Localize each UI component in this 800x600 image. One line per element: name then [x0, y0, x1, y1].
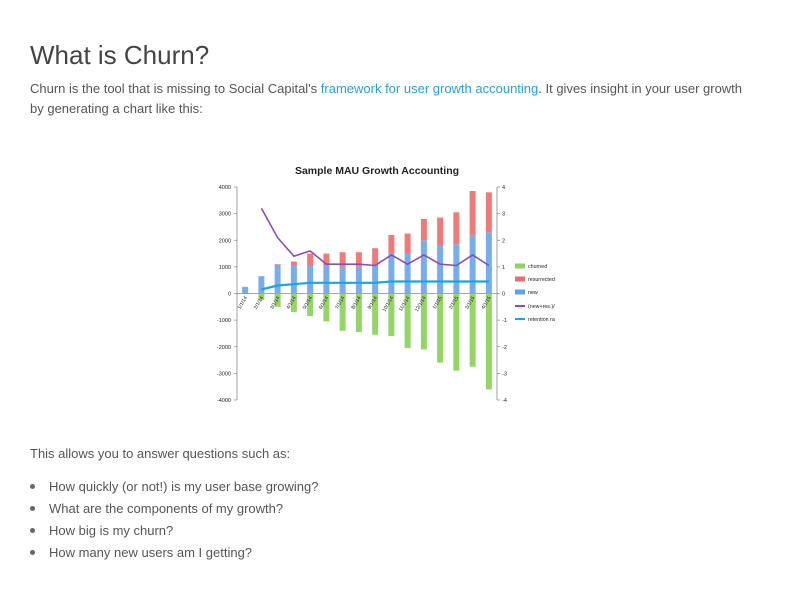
bar-churned: [453, 293, 460, 371]
bar-resurrected: [290, 261, 297, 266]
y2-tick-label: -1: [502, 318, 507, 324]
y-tick-label: 1000: [219, 265, 231, 271]
list-item-text: How big is my churn?: [49, 523, 174, 538]
bar-resurrected: [355, 252, 362, 267]
bar-resurrected: [307, 253, 314, 266]
bar-resurrected: [372, 248, 379, 266]
bar-churned: [290, 293, 297, 313]
list-item: How quickly (or not!) is my user base gr…: [30, 479, 319, 501]
bar-resurrected: [469, 190, 476, 235]
bar-churned: [339, 293, 346, 331]
list-item-text: How quickly (or not!) is my user base gr…: [49, 479, 319, 494]
bar-new: [339, 266, 346, 294]
bar-resurrected: [420, 218, 427, 241]
bar-resurrected: [388, 234, 395, 254]
y2-tick-label: -4: [502, 398, 507, 404]
bar-new: [372, 265, 379, 294]
bar-new: [437, 245, 444, 294]
bar-resurrected: [323, 253, 330, 266]
bar-new: [242, 286, 249, 294]
list-item-text: How many new users am I getting?: [49, 545, 253, 560]
questions-list: How quickly (or not!) is my user base gr…: [30, 479, 319, 567]
y2-tick-label: 4: [502, 185, 505, 191]
y2-tick-label: -3: [502, 371, 507, 377]
bar-new: [453, 244, 460, 294]
y2-tick-label: -2: [502, 345, 507, 351]
questions-intro: This allows you to answer questions such…: [30, 446, 291, 461]
bar-new: [307, 265, 314, 294]
legend-label: new: [528, 290, 538, 296]
x-tick-label: 1/1/14: [237, 295, 249, 310]
y-tick-label: 0: [228, 292, 231, 298]
bullet-icon: [30, 550, 35, 555]
growth-accounting-chart: Sample MAU Growth Accounting 4000 3000 2000…: [203, 155, 555, 410]
bar-resurrected: [453, 212, 460, 245]
y-tick-label: -2000: [217, 345, 231, 351]
legend-swatch: [515, 276, 525, 282]
bar-resurrected: [404, 233, 411, 254]
bar-churned: [258, 293, 265, 301]
legend-label: retention rate: [528, 317, 555, 323]
bullet-icon: [30, 506, 35, 511]
intro-text-before: Churn is the tool that is missing to Soc…: [30, 81, 321, 96]
bar-churned: [355, 293, 362, 333]
bar-churned: [437, 293, 444, 363]
y2-tick-label: 3: [502, 212, 505, 218]
y-tick-label: -3000: [217, 371, 231, 377]
y2-tick-label: 0: [502, 292, 505, 298]
bar-new: [323, 265, 330, 294]
chart-title: Sample MAU Growth Accounting: [295, 165, 459, 177]
bar-resurrected: [485, 192, 492, 233]
y-tick-label: -1000: [217, 318, 231, 324]
bar-new: [469, 234, 476, 294]
x-tick-label: 2/1/14: [253, 295, 265, 310]
intro-text-after: . It gives insight in your user growth b…: [30, 81, 743, 116]
bar-new: [420, 240, 427, 294]
y-tick-label: 3000: [219, 212, 231, 218]
legend-swatch: [515, 263, 525, 269]
intro-paragraph: Churn is the tool that is missing to Soc…: [30, 79, 750, 119]
y2-tick-label: 1: [502, 265, 505, 271]
page-title: What is Churn?: [30, 40, 210, 70]
bullet-icon: [30, 528, 35, 533]
legend-swatch: [515, 289, 525, 295]
bar-resurrected: [437, 217, 444, 246]
bar-new: [258, 276, 265, 294]
y-tick-label: -4000: [217, 398, 231, 404]
bar-new: [290, 265, 297, 294]
y-tick-label: 4000: [219, 185, 231, 191]
list-item: How many new users am I getting?: [30, 545, 319, 567]
bar-churned: [372, 293, 379, 335]
bar-new: [404, 253, 411, 294]
list-item: How big is my churn?: [30, 523, 319, 545]
y2-tick-label: 2: [502, 238, 505, 244]
bar-churned: [323, 293, 330, 322]
bar-resurrected: [339, 252, 346, 267]
list-item: What are the components of my growth?: [30, 501, 319, 523]
bar-churned: [404, 293, 411, 349]
bar-new: [355, 266, 362, 294]
bar-churned: [485, 293, 492, 390]
series-line-retention: [261, 280, 489, 291]
bar-churned: [469, 293, 476, 367]
bar-churned: [388, 293, 395, 337]
bar-new: [485, 232, 492, 294]
series-line-ratio: [260, 207, 490, 267]
bar-new: [274, 265, 281, 294]
bar-new: [388, 253, 395, 294]
framework-link[interactable]: framework for user growth accounting: [320, 81, 539, 96]
legend-label: resurrected: [528, 277, 555, 283]
list-item-text: What are the components of my growth?: [49, 501, 284, 516]
bullet-icon: [30, 484, 35, 489]
legend-label: churned: [528, 264, 547, 270]
bar-churned: [420, 293, 427, 350]
legend-label: (new+res.)/churned: [528, 304, 555, 310]
bar-churned: [274, 293, 281, 307]
bar-resurrected: [274, 264, 281, 266]
bar-churned: [307, 293, 314, 317]
y-tick-label: 2000: [219, 238, 231, 244]
